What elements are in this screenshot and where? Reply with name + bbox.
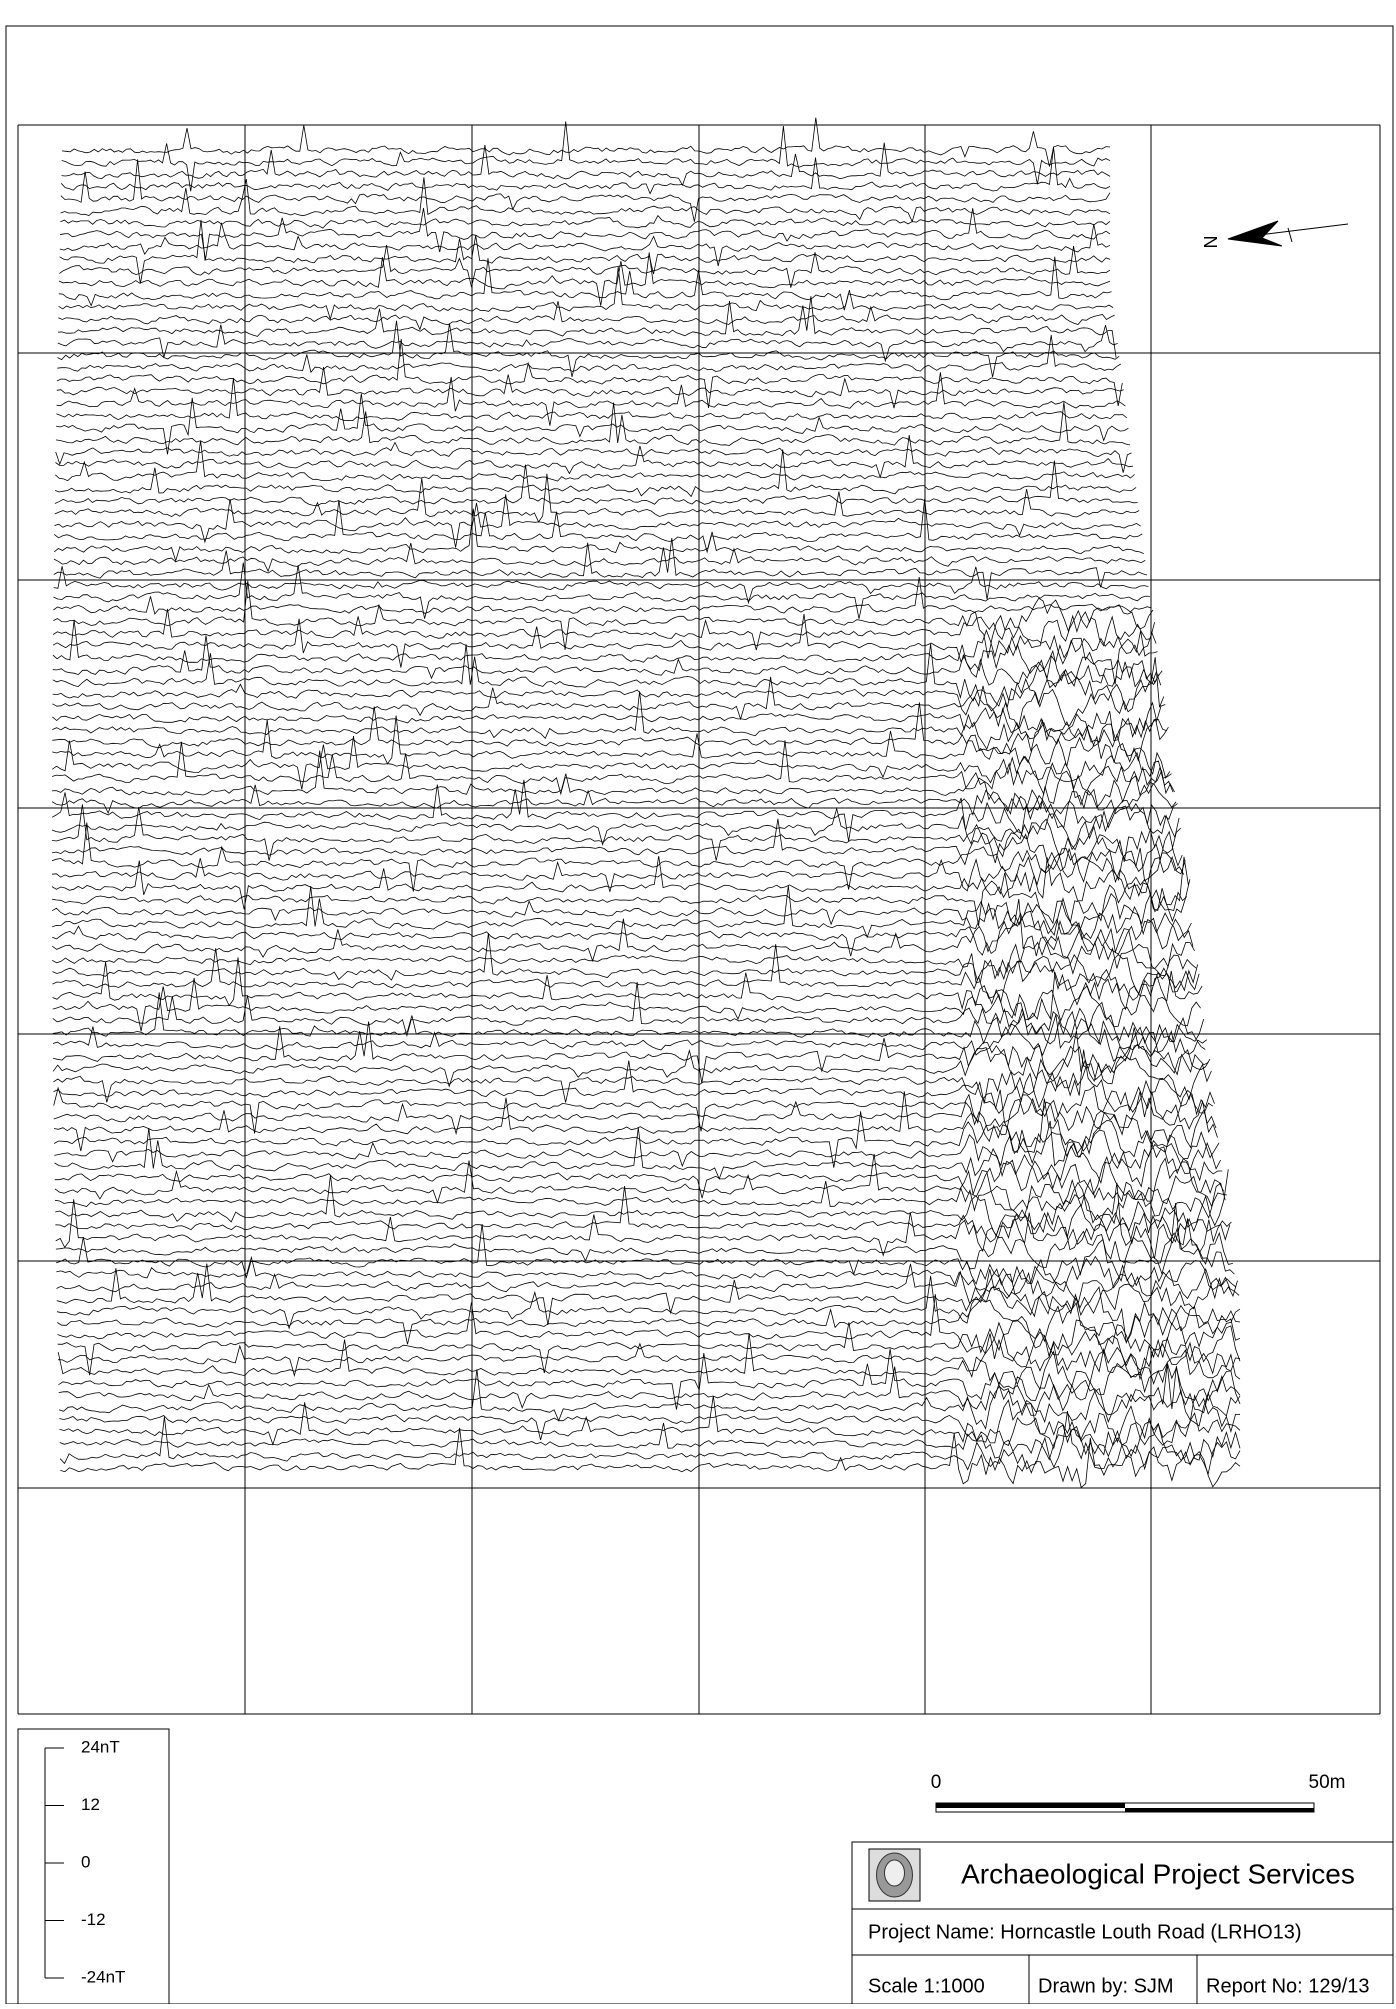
legend: 24nT 12 0 -12 -24nT: [18, 1729, 169, 2004]
trace-line: [58, 321, 1120, 377]
trace-line: [54, 538, 1147, 599]
trace-plot: [52, 118, 1240, 1488]
trace-line: [60, 223, 1110, 266]
trace-line: [53, 620, 1158, 685]
trace-line: [57, 1264, 1239, 1325]
north-arrow: N: [1201, 221, 1348, 249]
trace-line: [54, 1091, 1218, 1152]
organisation: Archaeological Project Services: [961, 1858, 1355, 1889]
trace-line: [53, 614, 1156, 667]
trace-line: [60, 1396, 1241, 1455]
trace-line: [60, 208, 1110, 259]
trace-line: [56, 402, 1130, 446]
trace-line: [57, 367, 1124, 408]
trace-line: [60, 216, 1110, 229]
trace-line: [56, 435, 1134, 477]
trace-line: [53, 609, 1155, 650]
legend-tick-label: -12: [81, 1910, 106, 1929]
trace-line: [60, 220, 1110, 284]
scale-text: Scale 1:1000: [868, 1975, 985, 1997]
trace-line: [53, 1015, 1207, 1062]
trace-line: [59, 257, 1112, 311]
trace-line: [53, 657, 1164, 728]
trace-line: [53, 957, 1201, 1025]
trace-line: [62, 122, 1110, 192]
trace-line: [56, 1203, 1234, 1284]
trace-line: [58, 1294, 1241, 1357]
trace-line: [52, 899, 1194, 968]
scale-bar-segment: [1125, 1808, 1314, 1812]
legend-tick-label: -24nT: [81, 1967, 125, 1986]
scale-bar-segment: [936, 1803, 1125, 1808]
trace-line: [55, 461, 1138, 506]
trace-line: [53, 635, 1159, 686]
logo-face-inner: [885, 1860, 905, 1886]
trace-line: [55, 1157, 1224, 1201]
page: N 24nT 12 0 -12 -24nT 0 50m Archaeological P…: [0, 0, 1396, 2004]
trace-line: [52, 736, 1171, 789]
sheet: N 24nT 12 0 -12 -24nT 0 50m Archaeological P…: [0, 0, 1396, 2004]
trace-line: [57, 339, 1122, 408]
trace-line: [61, 147, 1110, 194]
drawn-by: Drawn by: SJM: [1038, 1975, 1174, 1997]
title-block: Archaeological Project Services Project …: [852, 1842, 1393, 2004]
trace-line: [52, 856, 1187, 911]
trace-line: [55, 1169, 1228, 1238]
trace-line: [53, 982, 1204, 1042]
trace-line: [56, 378, 1127, 421]
trace-line: [54, 566, 1149, 603]
trace-line: [52, 942, 1196, 983]
trace-line: [57, 1264, 1238, 1310]
trace-line: [53, 992, 1205, 1059]
legend-box: [18, 1729, 169, 2004]
trace-line: [53, 944, 1200, 1003]
trace-line: [53, 644, 1161, 707]
logo: [869, 1849, 920, 1901]
trace-line: [54, 509, 1144, 561]
trace-line: [56, 394, 1128, 455]
trace-line: [55, 450, 1136, 497]
trace-line: [55, 441, 1134, 482]
north-label: N: [1201, 236, 1221, 249]
scale-bar: 0 50m: [931, 1772, 1346, 1812]
scale-end: 50m: [1309, 1772, 1346, 1793]
trace-line: [52, 782, 1176, 828]
trace-line: [53, 971, 1203, 1031]
trace-line: [59, 1396, 1240, 1446]
trace-line: [52, 716, 1170, 778]
trace-line: [54, 1121, 1220, 1174]
north-arrow-tick: [1288, 228, 1292, 242]
scale-start: 0: [931, 1772, 942, 1793]
trace-line: [55, 1154, 1225, 1210]
trace-line: [59, 1369, 1240, 1428]
trace-line: [54, 1050, 1213, 1114]
project-name: Project Name: Horncastle Louth Road (LRH…: [868, 1921, 1302, 1943]
legend-tick-label: 12: [81, 1795, 100, 1814]
trace-line: [52, 854, 1185, 893]
trace-line: [54, 1086, 1215, 1133]
trace-line: [52, 857, 1188, 926]
trace-line: [53, 1057, 1211, 1103]
trace-line: [59, 245, 1110, 288]
trace-line: [59, 252, 1110, 305]
legend-tick-label: 0: [81, 1852, 90, 1871]
report-no: Report No: 129/13: [1206, 1975, 1369, 1997]
trace-line: [52, 751, 1174, 814]
trace-line: [52, 804, 1181, 862]
trace-line: [56, 443, 1132, 473]
legend-tick-label: 24nT: [81, 1737, 120, 1756]
